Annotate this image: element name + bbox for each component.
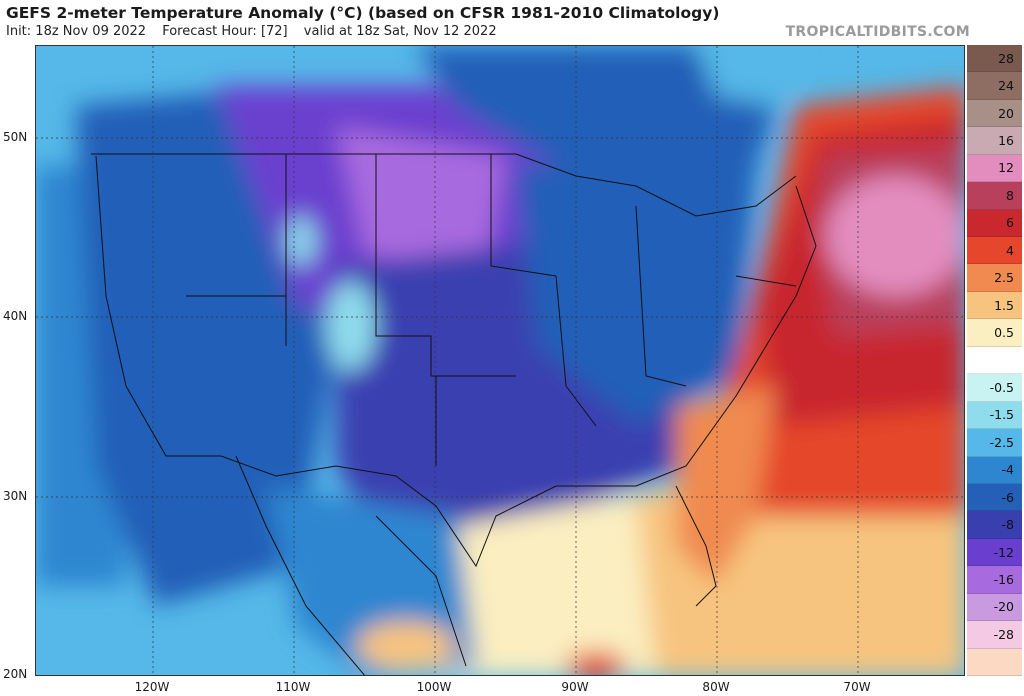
- colorbar-label: 20: [998, 105, 1014, 121]
- colorbar-cell: -6: [967, 483, 1022, 512]
- valid-time: valid at 18z Sat, Nov 12 2022: [303, 24, 497, 39]
- colorbar-label: -2.5: [989, 434, 1014, 450]
- colorbar-cell: 28: [967, 45, 1022, 73]
- colorbar-cell: -8: [967, 511, 1022, 539]
- colorbar-label: -20: [993, 599, 1014, 615]
- lat-label-20n: 20N: [3, 667, 28, 681]
- anomaly-field: [36, 46, 964, 675]
- colorbar-cell: 8: [967, 182, 1022, 210]
- colorbar-label: 4: [1006, 242, 1014, 258]
- lon-label-110w: 110W: [275, 680, 311, 694]
- colorbar-label: 1.5: [994, 297, 1014, 313]
- colorbar-label: -0.5: [989, 379, 1014, 395]
- colorbar-cell: -2.5: [967, 429, 1022, 457]
- colorbar-cell: -12: [967, 538, 1022, 567]
- colorbar-cell: 4: [967, 237, 1022, 265]
- colorbar-cell: -0.5: [967, 374, 1022, 402]
- colorbar-label: 8: [1006, 187, 1014, 203]
- lat-label-40n: 40N: [3, 309, 28, 323]
- colorbar-label: 28: [998, 50, 1014, 66]
- colorbar-cell: -16: [967, 566, 1022, 594]
- temperature-anomaly-map: [35, 45, 965, 676]
- colorbar-label: -8: [1001, 517, 1014, 533]
- colorbar-cell: 24: [967, 72, 1022, 100]
- colorbar-label: -28: [993, 626, 1014, 642]
- colorbar-label: 0.5: [994, 325, 1014, 341]
- colorbar-label: 2.5: [994, 270, 1014, 286]
- colorbar-cell: -1.5: [967, 401, 1022, 430]
- lat-label-50n: 50N: [3, 130, 28, 144]
- graticule: [36, 46, 964, 675]
- lon-label-100w: 100W: [416, 680, 452, 694]
- lon-label-90w: 90W: [561, 680, 589, 694]
- lon-label-120w: 120W: [134, 680, 170, 694]
- colorbar-cell: -20: [967, 593, 1022, 622]
- map-title: GEFS 2-meter Temperature Anomaly (°C) (b…: [6, 4, 720, 22]
- colorbar-cell: 0.5: [967, 319, 1022, 347]
- colorbar-cell: [967, 346, 1022, 375]
- colorbar-cell: 16: [967, 127, 1022, 155]
- colorbar-label: -6: [1001, 489, 1014, 505]
- colorbar-label: 24: [998, 78, 1014, 94]
- colorbar-cell: -4: [967, 456, 1022, 484]
- forecast-info: Init: 18z Nov 09 2022 Forecast Hour: [72…: [6, 24, 509, 39]
- colorbar-cell: 2.5: [967, 264, 1022, 292]
- political-boundaries: [91, 153, 817, 675]
- colorbar-cell: [967, 648, 1022, 676]
- colorbar-label: -4: [1001, 462, 1014, 478]
- init-time: Init: 18z Nov 09 2022: [6, 24, 147, 39]
- colorbar-label: -12: [993, 544, 1014, 560]
- site-watermark: TROPICALTIDBITS.COM: [785, 24, 970, 40]
- forecast-hour: Forecast Hour: [72]: [162, 24, 288, 39]
- colorbar-cell: 6: [967, 209, 1022, 238]
- colorbar-cell: -28: [967, 621, 1022, 649]
- colorbar-label: -1.5: [989, 407, 1014, 423]
- lon-label-80w: 80W: [702, 680, 730, 694]
- lat-label-30n: 30N: [3, 489, 28, 503]
- colorbar-label: 16: [998, 133, 1014, 148]
- colorbar-label: -16: [993, 571, 1014, 587]
- colorbar-cell: 12: [967, 154, 1022, 183]
- lon-label-70w: 70W: [843, 680, 871, 694]
- colorbar-legend: 28 24 20 16 12 8 6 4 2.5 1.5 0.5 -0.5 -1.5 -2.5 -4 -6 -8…: [967, 45, 1022, 676]
- colorbar-cell: 1.5: [967, 291, 1022, 320]
- colorbar-label: 12: [998, 160, 1014, 176]
- colorbar-cell: 20: [967, 99, 1022, 128]
- colorbar-label: 6: [1006, 215, 1014, 231]
